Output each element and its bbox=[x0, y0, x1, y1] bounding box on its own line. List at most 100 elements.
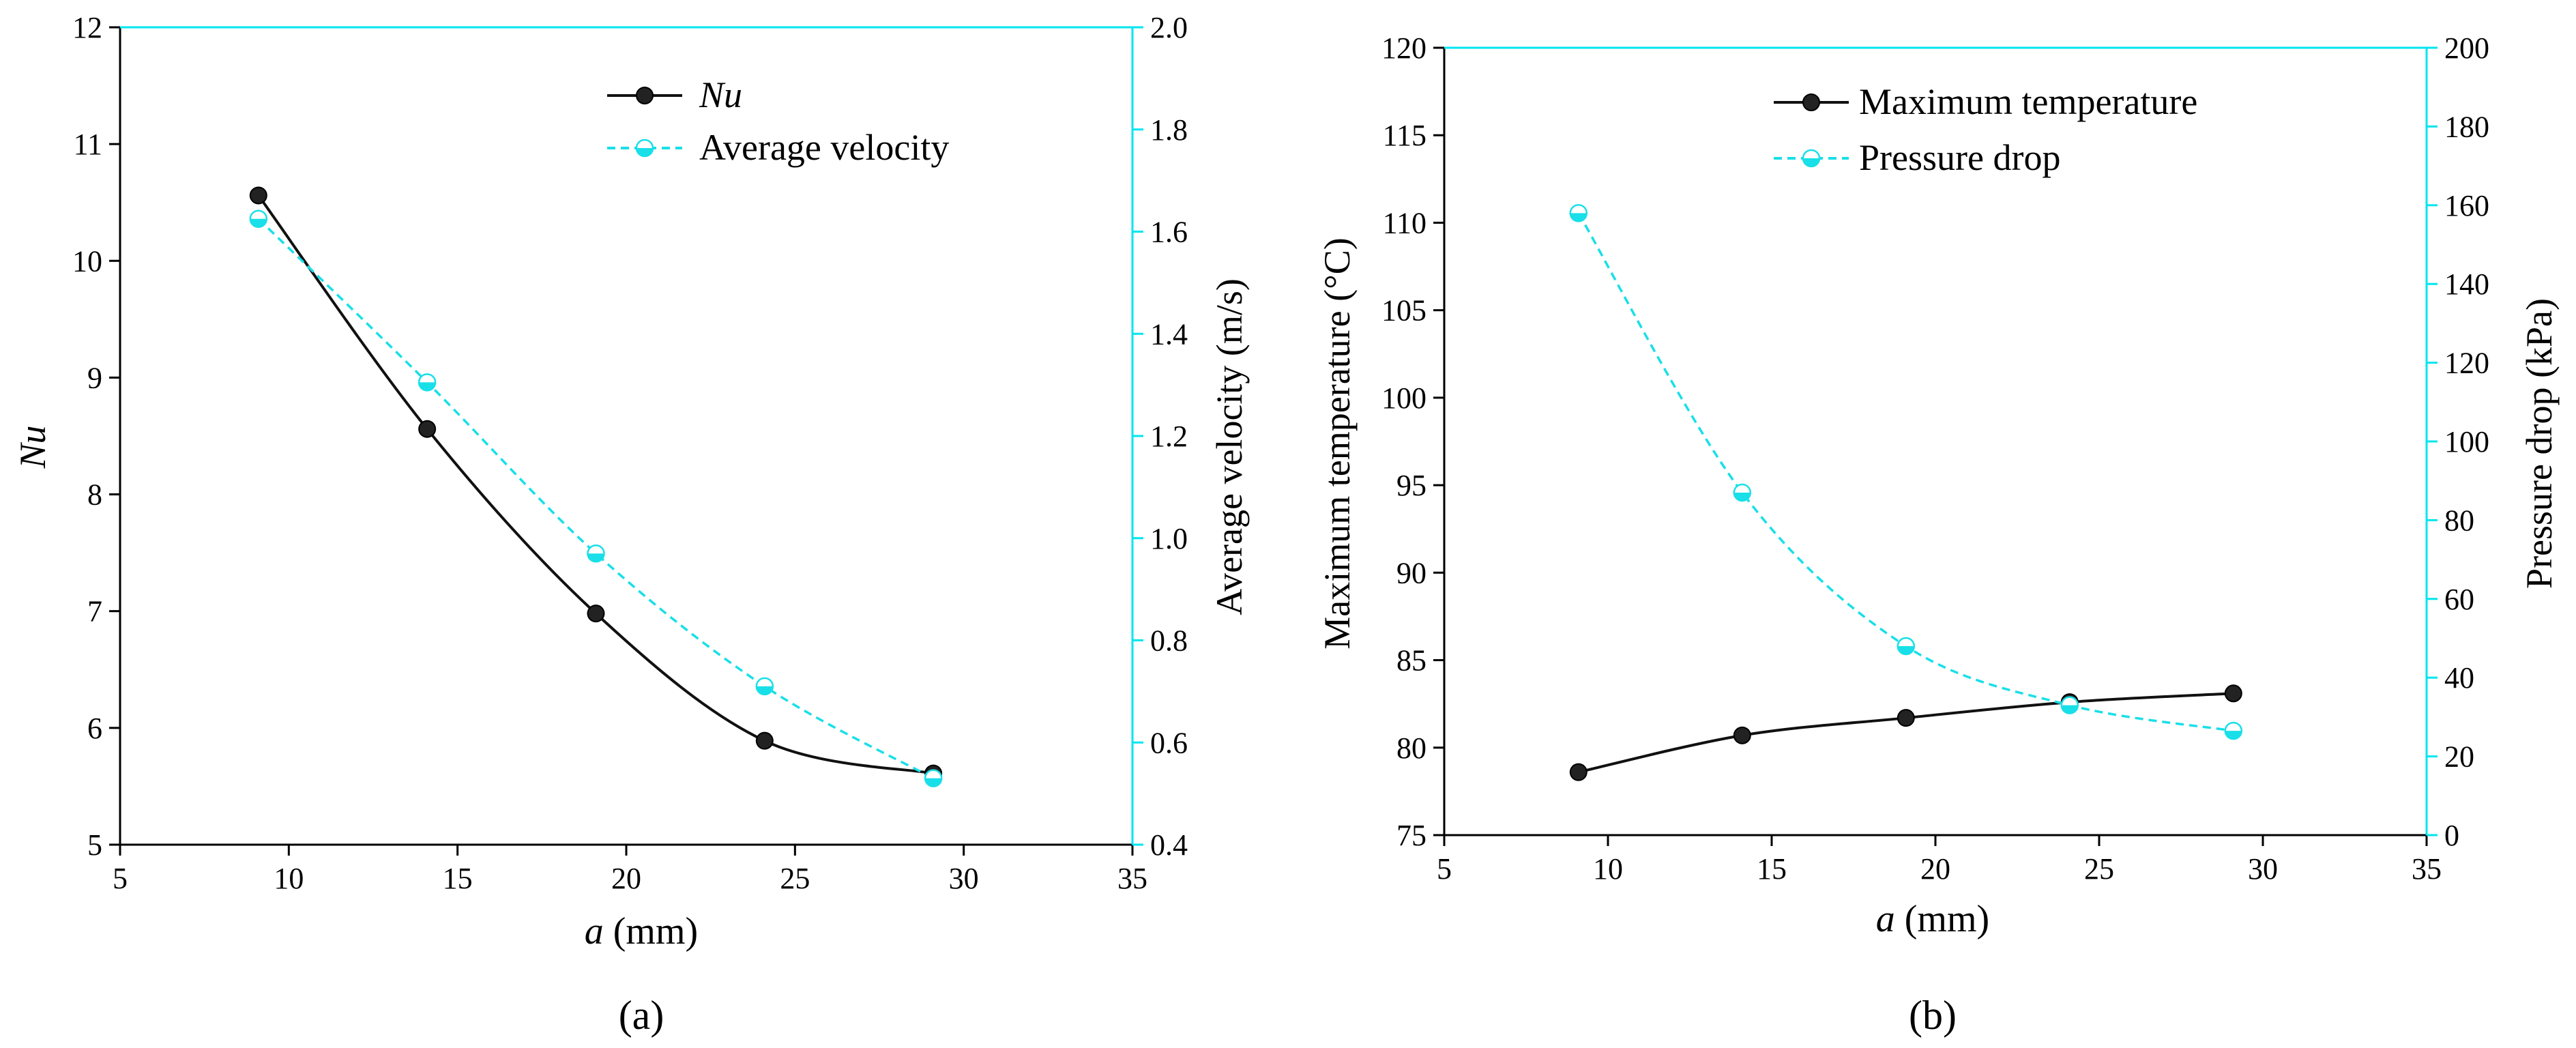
y-tick-label: 90 bbox=[1396, 556, 1426, 590]
y-tick-label: 100 bbox=[1381, 381, 1426, 415]
x-tick-label: 25 bbox=[2084, 852, 2114, 886]
right-y-axis-ticks-a: 0.4 0.6 0.8 1.0 1.2 1.4 1.6 1.8 2.0 bbox=[1132, 11, 1188, 862]
data-point-maximum-temperature bbox=[2224, 684, 2242, 703]
legend-label-maximum-temperature: Maximum temperature bbox=[1859, 81, 2197, 122]
chart-panel-b: 5 10 15 20 25 30 35 7580859095100105110115120 … bbox=[1317, 31, 2560, 1038]
y2-tick-label: 80 bbox=[2444, 504, 2474, 537]
x-tick-label: 35 bbox=[2412, 852, 2442, 886]
legend-item-nu: Nu bbox=[607, 74, 742, 115]
x-tick-label: 10 bbox=[1593, 852, 1623, 886]
y-tick-label: 12 bbox=[72, 11, 102, 44]
legend-a: Nu Average velocity bbox=[607, 74, 949, 168]
data-point-pressure-drop bbox=[1897, 637, 1916, 656]
x-tick-label: 25 bbox=[780, 862, 810, 895]
series-line-average-velocity bbox=[257, 218, 934, 780]
x-tick-label: 20 bbox=[611, 862, 641, 895]
y2-tick-label: 1.6 bbox=[1150, 216, 1188, 249]
y2-tick-label: 20 bbox=[2444, 740, 2474, 774]
y2-tick-label: 0.8 bbox=[1150, 624, 1188, 658]
y-tick-label: 9 bbox=[87, 361, 102, 394]
y2-axis-title-a: Average velocity (m/s) bbox=[1209, 278, 1250, 615]
legend-marker-maximum-temperature bbox=[1802, 93, 1820, 111]
y-tick-label: 11 bbox=[74, 128, 102, 161]
data-point-average-velocity bbox=[755, 677, 774, 696]
legend-item-maximum-temperature: Maximum temperature bbox=[1774, 81, 2197, 122]
y2-tick-label: 1.8 bbox=[1150, 113, 1188, 147]
legend-b: Maximum temperature Pressure drop bbox=[1774, 81, 2197, 178]
x-tick-label: 15 bbox=[1757, 852, 1787, 886]
data-point-average-velocity bbox=[249, 209, 268, 229]
data-point-pressure-drop bbox=[2224, 721, 2243, 740]
x-tick-label: 5 bbox=[113, 862, 128, 895]
y-tick-label: 105 bbox=[1381, 294, 1426, 328]
x-axis-title-b: a (mm) bbox=[1876, 898, 1989, 940]
y2-tick-label: 100 bbox=[2444, 425, 2489, 458]
data-point-maximum-temperature bbox=[1569, 763, 1587, 781]
series-group-b bbox=[1569, 204, 2243, 781]
y-tick-label: 75 bbox=[1396, 819, 1426, 852]
y-axis-title-a: Nu bbox=[12, 425, 53, 469]
x-axis-ticks-b: 5 10 15 20 25 30 35 bbox=[1437, 835, 2442, 886]
y2-tick-label: 60 bbox=[2444, 583, 2474, 616]
y-axis-title-b: Maximum temperature (°C) bbox=[1317, 237, 1358, 649]
y2-tick-label: 0 bbox=[2444, 819, 2459, 852]
y2-tick-label: 200 bbox=[2444, 31, 2489, 65]
data-point-average-velocity bbox=[924, 769, 943, 787]
data-point-maximum-temperature bbox=[1733, 726, 1751, 744]
y-tick-label: 10 bbox=[72, 244, 102, 278]
data-point-average-velocity bbox=[418, 373, 437, 392]
data-point-nu bbox=[587, 605, 605, 623]
x-tick-label: 30 bbox=[2248, 852, 2278, 886]
data-point-pressure-drop bbox=[1733, 483, 1752, 502]
y-tick-label: 5 bbox=[87, 828, 102, 862]
y-tick-label: 95 bbox=[1396, 469, 1426, 502]
y2-tick-label: 40 bbox=[2444, 661, 2474, 695]
y2-tick-label: 1.4 bbox=[1150, 317, 1188, 351]
x-axis-title-a: a (mm) bbox=[585, 910, 698, 952]
y2-tick-label: 0.4 bbox=[1150, 828, 1188, 862]
data-point-pressure-drop bbox=[1569, 204, 1588, 222]
plot-frame-a bbox=[119, 26, 1134, 846]
left-y-axis-ticks-b: 75 80 85 90 95 100 105 110 115 120 bbox=[1381, 31, 1444, 852]
y2-tick-label: 0.6 bbox=[1150, 726, 1188, 759]
legend-label-pressure-drop: Pressure drop bbox=[1859, 137, 2060, 178]
x-tick-label: 5 bbox=[1437, 852, 1452, 886]
x-tick-label: 20 bbox=[1920, 852, 1950, 886]
y2-tick-label: 140 bbox=[2444, 267, 2489, 301]
legend-marker-nu bbox=[636, 87, 654, 104]
y2-tick-label: 2.0 bbox=[1150, 11, 1188, 44]
data-point-nu bbox=[755, 731, 774, 750]
legend-item-average-velocity: Average velocity bbox=[607, 127, 949, 168]
chart-panel-a: 5 10 15 20 25 30 35 5 6 7 8 9 10 11 12 0.4 0.6 0.8 1.0 1.… bbox=[12, 11, 1250, 1038]
data-point-maximum-temperature bbox=[1897, 709, 1915, 727]
y2-tick-label: 120 bbox=[2444, 347, 2489, 380]
x-tick-label: 15 bbox=[443, 862, 473, 895]
y-tick-label: 8 bbox=[87, 478, 102, 512]
y-tick-label: 110 bbox=[1383, 206, 1426, 239]
x-tick-label: 35 bbox=[1117, 862, 1147, 895]
y2-axis-title-b: Pressure drop (kPa) bbox=[2519, 298, 2560, 589]
data-point-nu bbox=[418, 420, 437, 438]
panel-label-a: (a) bbox=[619, 993, 664, 1038]
x-axis-ticks-a: 5 10 15 20 25 30 35 bbox=[113, 845, 1147, 895]
y-tick-label: 6 bbox=[87, 712, 102, 745]
legend-item-pressure-drop: Pressure drop bbox=[1774, 137, 2060, 178]
y2-tick-label: 180 bbox=[2444, 110, 2489, 143]
y-tick-label: 85 bbox=[1396, 644, 1426, 678]
y-tick-label: 120 bbox=[1381, 31, 1426, 65]
series-group-a bbox=[249, 186, 943, 787]
right-y-axis-ticks-b: 0 20 40 60 80 100 120 140 160 180 200 bbox=[2427, 31, 2489, 852]
data-point-average-velocity bbox=[587, 544, 605, 563]
series-line-maximum-temperature bbox=[1578, 692, 2234, 774]
legend-label-nu: Nu bbox=[699, 74, 742, 115]
legend-label-average-velocity: Average velocity bbox=[699, 127, 949, 168]
y-tick-label: 80 bbox=[1396, 731, 1426, 765]
panel-label-b: (b) bbox=[1909, 993, 1957, 1038]
x-tick-label: 30 bbox=[949, 862, 979, 895]
series-line-nu bbox=[257, 194, 934, 775]
left-y-axis-ticks-a: 5 6 7 8 9 10 11 12 bbox=[72, 11, 120, 862]
series-line-pressure-drop bbox=[1577, 212, 2234, 732]
y2-tick-label: 160 bbox=[2444, 189, 2489, 222]
x-tick-label: 10 bbox=[274, 862, 304, 895]
